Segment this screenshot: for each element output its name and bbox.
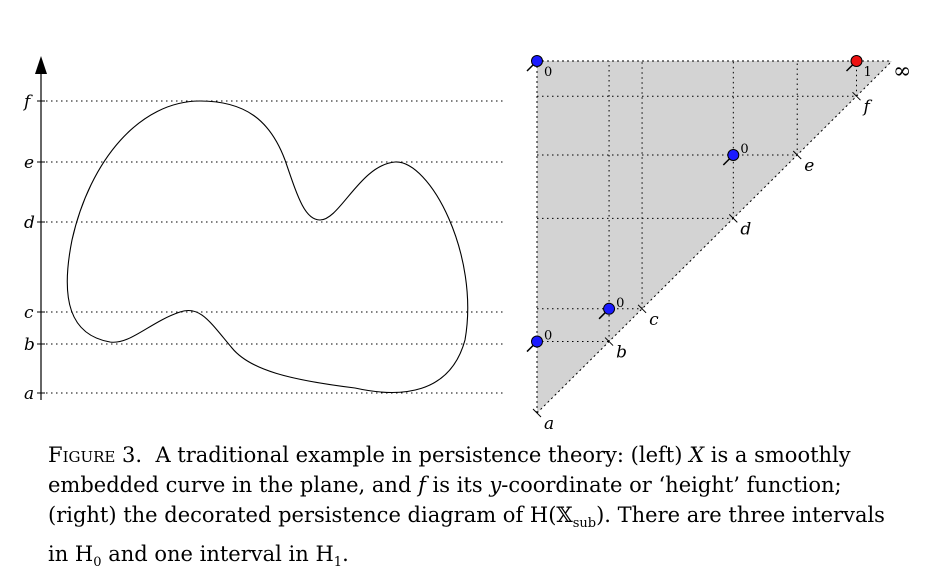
caption-text-2: is a smoothly embedded curve in the plan… (48, 443, 851, 497)
diag-tick-d (728, 213, 738, 223)
right-panel: a b c d e f ∞ 0 0 0 0 1 (526, 55, 911, 430)
level-label-d: d (24, 213, 35, 233)
diagram-point-0 (531, 335, 543, 348)
diag-label-c: c (649, 310, 659, 330)
diagram-point-3 (727, 148, 740, 161)
caption-Xbb: 𝕏 (556, 503, 573, 527)
point-degree-3: 0 (740, 142, 748, 157)
point-degree-0: 0 (544, 329, 552, 344)
diagonal-line (536, 60, 893, 414)
level-lines: a bc d e f (22, 92, 505, 404)
diagram-grid (537, 61, 857, 343)
caption-text-4: -coordinate or ‘height’ function; (right… (48, 473, 842, 527)
persistence-region (537, 61, 892, 413)
diag-tick-a (532, 408, 542, 418)
diagram-point-2 (603, 302, 616, 315)
caption-text-7: . (342, 542, 349, 567)
caption-text-1: A traditional example in persistence the… (155, 443, 683, 467)
caption-text-3: is its (432, 473, 483, 497)
diagonal-ticks: a b c d e f (532, 91, 873, 430)
level-label-a: a (24, 384, 34, 404)
diagram-point-1 (531, 55, 543, 67)
diag-label-a: a (544, 414, 554, 430)
level-label-c: c (24, 303, 34, 323)
point-degree-4: 1 (864, 65, 872, 80)
diag-label-e: e (804, 156, 814, 176)
diagram-point-4 (850, 55, 863, 67)
caption-label: Figure 3. (48, 443, 143, 467)
diag-label-b: b (616, 343, 627, 363)
caption-text-5: ). There are three intervals in H (48, 503, 885, 567)
figure-caption: Figure 3. A traditional example in persi… (48, 440, 898, 578)
caption-y: y (489, 473, 502, 497)
diag-tick-f (852, 91, 861, 101)
diag-label-f: f (862, 97, 873, 117)
caption-X: X (689, 443, 705, 467)
diag-tick-c (637, 304, 647, 314)
embedded-curve (66, 100, 469, 393)
y-axis-arrow (35, 56, 47, 74)
diagram-points: 0 0 0 0 1 (526, 55, 872, 353)
caption-h0: 0 (93, 555, 102, 571)
left-panel: a bc d e f (22, 56, 505, 404)
diag-tick-e (792, 150, 802, 160)
caption-text-6: and one interval in H (101, 542, 334, 567)
level-label-f: f (22, 92, 33, 112)
diag-tick-b (604, 337, 614, 346)
caption-f: f (418, 473, 426, 497)
caption-h1: 1 (333, 555, 343, 571)
caption-sub: sub (572, 516, 597, 532)
point-degree-1: 0 (544, 65, 552, 80)
level-label-e: e (24, 153, 34, 173)
level-label-b: b (24, 335, 35, 355)
infinity-label: ∞ (893, 59, 911, 84)
point-degree-2: 0 (616, 296, 624, 311)
diag-label-d: d (740, 219, 751, 239)
